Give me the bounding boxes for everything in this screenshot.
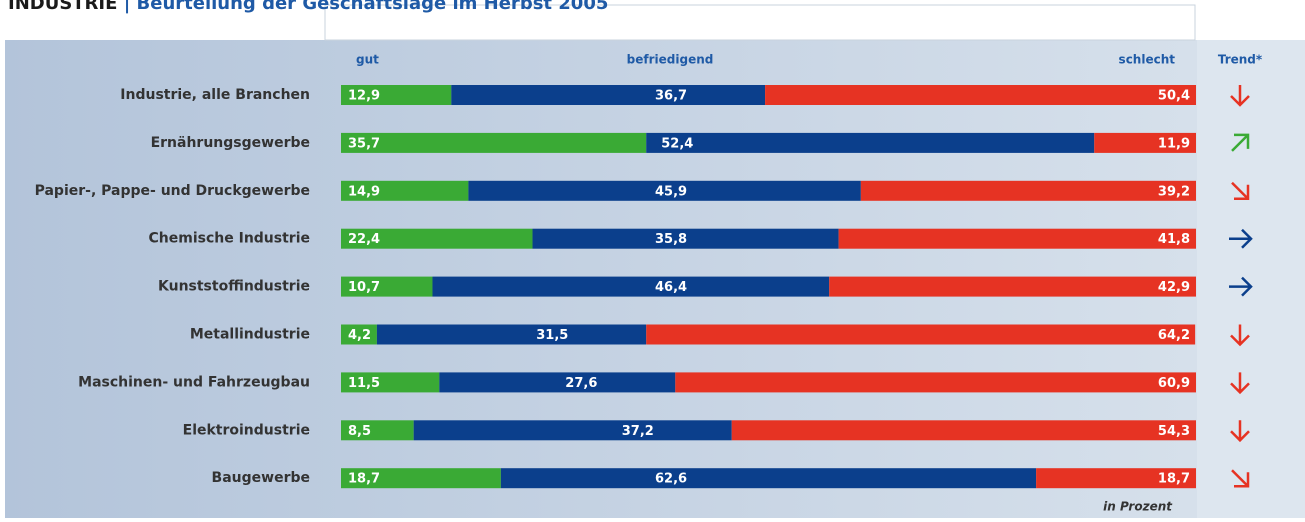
header-box xyxy=(324,4,1196,41)
subtitle: Beurteilung der Geschäftslage im Herbst … xyxy=(137,0,609,14)
title: INDUSTRIE xyxy=(8,0,117,14)
value-label: 41,8 xyxy=(1158,232,1190,247)
value-label: 11,5 xyxy=(348,376,380,391)
bar-segment xyxy=(341,468,501,489)
bar-segment xyxy=(731,420,1196,441)
bar-segment xyxy=(413,420,732,441)
bar-segment xyxy=(468,180,861,201)
bar-segment xyxy=(341,85,452,105)
category-label: Chemische Industrie xyxy=(149,231,310,247)
series-header: schlecht xyxy=(1119,53,1176,67)
unit-note: in Prozent xyxy=(1103,500,1173,514)
value-label: 46,4 xyxy=(655,280,687,295)
bar-segment xyxy=(1036,468,1196,489)
series-header: befriedigend xyxy=(627,53,714,67)
value-label: 35,7 xyxy=(348,136,380,151)
bar-segment xyxy=(451,85,766,105)
bar-segment xyxy=(829,276,1196,297)
trend-arrow xyxy=(1230,85,1250,107)
trend-arrow xyxy=(1229,228,1253,249)
value-label: 42,9 xyxy=(1158,280,1190,295)
value-label: 62,6 xyxy=(655,472,687,487)
bar-segment xyxy=(838,228,1196,249)
value-label: 18,7 xyxy=(348,472,380,487)
bar-segment xyxy=(341,228,533,249)
value-label: 45,9 xyxy=(655,184,687,199)
chart-title: INDUSTRIE | Beurteilung der Geschäftslag… xyxy=(8,0,608,14)
bar-segment xyxy=(341,324,377,345)
value-label: 50,4 xyxy=(1158,89,1190,104)
trend-arrow xyxy=(1231,133,1250,152)
value-label: 10,7 xyxy=(348,280,380,295)
bar-segment xyxy=(860,180,1196,201)
category-label: Metallindustrie xyxy=(190,327,310,343)
value-label: 22,4 xyxy=(348,232,380,247)
series-header: gut xyxy=(356,53,379,67)
bar-segment xyxy=(646,324,1196,345)
separator: | xyxy=(117,0,136,14)
value-label: 31,5 xyxy=(536,328,568,343)
value-label: 36,7 xyxy=(655,89,687,104)
value-label: 4,2 xyxy=(348,328,371,343)
bar-segment xyxy=(1094,132,1196,153)
value-label: 12,9 xyxy=(348,89,380,104)
trend-arrow xyxy=(1230,420,1250,443)
value-label: 54,3 xyxy=(1158,424,1190,439)
bar-segment xyxy=(675,372,1196,393)
trend-arrow xyxy=(1231,469,1250,488)
bar-segment xyxy=(341,132,647,153)
bar-segment xyxy=(341,180,469,201)
category-label: Industrie, alle Branchen xyxy=(120,87,310,103)
bar-segment xyxy=(341,420,414,441)
bar-segment xyxy=(439,372,676,393)
value-label: 39,2 xyxy=(1158,184,1190,199)
bar-segment xyxy=(532,228,839,249)
bar-segment xyxy=(432,276,830,297)
bar-segment xyxy=(376,324,647,345)
bar-segment xyxy=(646,132,1095,153)
trend-arrow xyxy=(1230,372,1250,395)
value-label: 11,9 xyxy=(1158,136,1190,151)
category-label: Ernährungsgewerbe xyxy=(151,135,310,151)
value-label: 64,2 xyxy=(1158,328,1190,343)
trend-arrow xyxy=(1230,324,1250,347)
value-label: 35,8 xyxy=(655,232,687,247)
value-label: 27,6 xyxy=(565,376,597,391)
bar-segment xyxy=(765,85,1196,105)
value-label: 8,5 xyxy=(348,424,371,439)
category-label: Maschinen- und Fahrzeugbau xyxy=(78,374,310,390)
category-label: Baugewerbe xyxy=(212,470,310,486)
category-label: Papier-, Pappe- und Druckgewerbe xyxy=(35,183,310,199)
trend-header: Trend* xyxy=(1218,53,1263,67)
value-label: 52,4 xyxy=(661,136,693,151)
value-label: 14,9 xyxy=(348,184,380,199)
bar-segment xyxy=(341,372,440,393)
value-label: 37,2 xyxy=(622,424,654,439)
bar-segment xyxy=(500,468,1037,489)
trend-panel xyxy=(1197,40,1305,518)
bar-segment xyxy=(341,276,433,297)
category-label: Kunststoffindustrie xyxy=(158,279,310,295)
category-label: Elektroindustrie xyxy=(183,422,310,438)
trend-arrow xyxy=(1231,181,1250,201)
value-label: 60,9 xyxy=(1158,376,1190,391)
value-label: 18,7 xyxy=(1158,472,1190,487)
trend-arrow xyxy=(1229,276,1253,297)
